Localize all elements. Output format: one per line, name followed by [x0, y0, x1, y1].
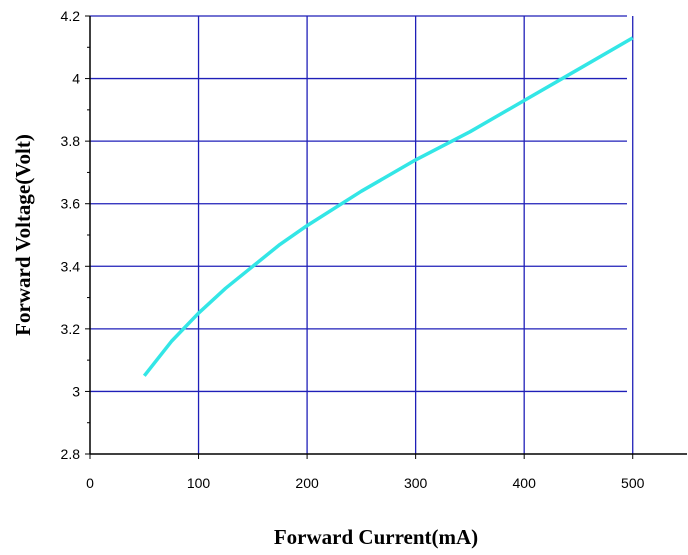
tick-labels: 0 100 200 300 400 500 2.8 3 3.2 3.4 3.6 3.8 4 4.2 — [61, 8, 645, 491]
y-tick-label: 3 — [72, 383, 80, 399]
x-tick-label: 500 — [621, 475, 645, 491]
y-axis-title: Forward Voltage(Volt) — [11, 134, 35, 336]
y-tick-label: 3.2 — [61, 321, 81, 337]
plot-area — [90, 16, 627, 454]
y-tick-label: 4 — [72, 71, 80, 87]
grid — [90, 15, 634, 454]
series-layer — [142, 36, 634, 377]
y-tick-label: 2.8 — [61, 446, 81, 462]
axes — [85, 15, 687, 459]
x-tick-label: 200 — [295, 475, 319, 491]
x-tick-label: 0 — [86, 475, 94, 491]
x-axis-title: Forward Current(mA) — [274, 525, 478, 549]
x-tick-label: 400 — [513, 475, 537, 491]
x-tick-label: 100 — [187, 475, 211, 491]
y-tick-label: 3.4 — [61, 258, 81, 274]
series-line — [142, 36, 634, 377]
y-tick-label: 3.8 — [61, 133, 81, 149]
x-tick-label: 300 — [404, 475, 428, 491]
y-tick-label: 3.6 — [61, 196, 81, 212]
y-tick-label: 4.2 — [61, 8, 81, 24]
